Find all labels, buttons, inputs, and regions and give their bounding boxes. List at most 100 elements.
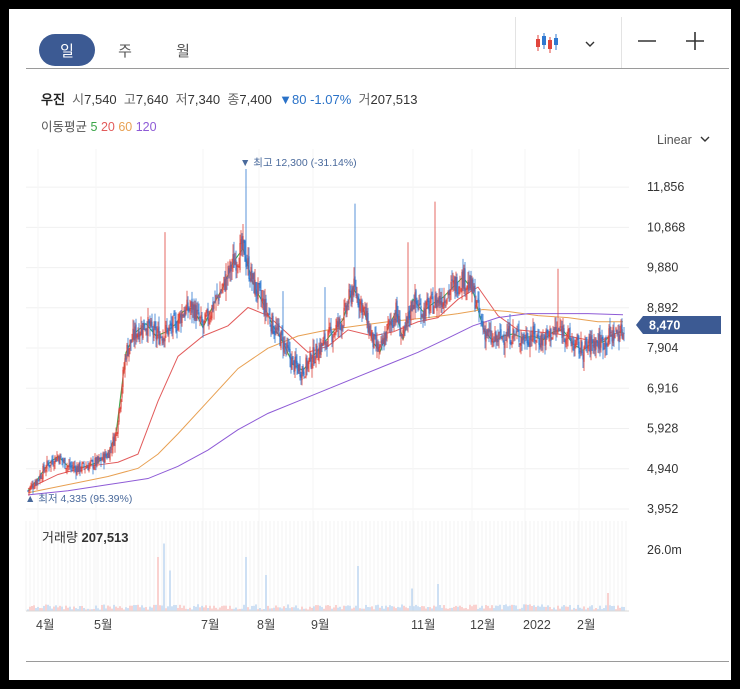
candle-body: [247, 258, 249, 265]
volume-bar: [205, 605, 207, 611]
candle-body: [512, 327, 514, 339]
x-tick-label: 5월: [94, 618, 112, 632]
candle-body: [370, 332, 372, 338]
candle-body: [169, 324, 171, 326]
candle-body: [419, 303, 421, 305]
candle-body: [156, 334, 158, 341]
volume-bar: [543, 606, 545, 611]
candle-body: [35, 481, 37, 485]
tab-day[interactable]: 일: [39, 34, 95, 66]
volume-bar: [469, 604, 471, 611]
candle-body: [52, 460, 54, 465]
candle-body: [396, 300, 398, 317]
candle-body: [420, 305, 422, 320]
candle-body: [255, 282, 257, 294]
candle-body: [173, 312, 175, 316]
x-tick-label: 11월: [411, 618, 435, 632]
candle-body: [109, 447, 111, 460]
price-chart[interactable]: 11,856 10,868 9,880 8,892 7,904 6,916 5,928 4,9…: [9, 9, 731, 680]
candle-body: [452, 280, 454, 283]
volume-bar: [429, 607, 431, 611]
chevron-down-icon[interactable]: [584, 36, 596, 47]
moving-average-legend[interactable]: 이동평균 5 20 60 120: [41, 116, 157, 135]
volume-bar: [393, 606, 395, 611]
candle-body: [236, 264, 238, 267]
volume-bar: [385, 605, 387, 611]
candle-body: [267, 314, 269, 316]
candle-body: [484, 328, 486, 340]
candle-body: [504, 342, 506, 349]
volume-bar: [343, 605, 345, 611]
volume-bar: [125, 607, 127, 611]
candle-body: [348, 289, 350, 304]
volume-bar: [295, 605, 297, 611]
candle-body: [288, 347, 290, 350]
candle-body: [615, 327, 617, 332]
candle-body: [447, 292, 449, 296]
candle-body: [265, 298, 267, 313]
candle-body: [539, 343, 541, 348]
volume-bar: [473, 604, 475, 611]
candle-body: [108, 453, 110, 459]
candle-body: [66, 466, 68, 469]
volume-bar: [227, 608, 229, 611]
candle-body: [57, 456, 59, 459]
tab-month[interactable]: 월: [176, 42, 190, 60]
volume-bar: [213, 605, 215, 611]
volume-bar: [433, 605, 435, 611]
candle-body: [458, 287, 460, 294]
candle-body: [374, 334, 376, 337]
volume-bar: [419, 607, 421, 611]
volume-bar: [69, 606, 71, 611]
volume-bar: [441, 607, 443, 611]
volume-bar: [613, 605, 615, 611]
candle-body: [437, 300, 439, 303]
volume-bar: [57, 607, 59, 611]
volume-bar: [499, 604, 501, 611]
volume-bar: [415, 604, 417, 611]
candle-body: [345, 305, 347, 312]
candle-body: [368, 325, 370, 334]
volume-bar: [45, 604, 47, 611]
volume-bar: [567, 606, 569, 611]
candle-body: [262, 298, 264, 302]
candle-body: [95, 457, 97, 466]
candle-body: [441, 297, 443, 307]
volume-bar: [277, 607, 279, 611]
candle-body: [272, 315, 274, 334]
candle-body: [542, 338, 544, 346]
volume-bar: [221, 606, 223, 611]
volume-bar: [531, 605, 533, 611]
volume-bar: [331, 608, 333, 611]
candlestick-icon[interactable]: [535, 31, 561, 55]
candle-body: [99, 457, 101, 460]
minus-icon[interactable]: [637, 31, 657, 51]
volume-bar: [133, 605, 135, 611]
candle-body: [557, 328, 559, 330]
volume-bar: [135, 605, 137, 611]
volume-bar: [255, 604, 257, 611]
candle-body: [523, 333, 525, 340]
scale-dropdown[interactable]: Linear: [657, 133, 711, 147]
volume-bar: [39, 608, 41, 611]
candle-body: [137, 332, 139, 338]
candle-body: [416, 300, 418, 305]
candle-body: [264, 299, 266, 316]
candle-body: [403, 328, 405, 334]
plus-icon[interactable]: [685, 31, 705, 51]
candle-body: [436, 299, 438, 311]
candle-body: [465, 288, 467, 290]
candle-body: [243, 239, 245, 244]
candle-body: [127, 345, 129, 356]
candle-body: [454, 276, 456, 294]
tab-week[interactable]: 주: [118, 42, 132, 60]
candle-body: [528, 342, 530, 347]
candle-body: [129, 339, 131, 350]
x-tick-label: 8월: [257, 618, 275, 632]
candle-body: [487, 329, 489, 336]
volume-bar: [245, 557, 247, 611]
ma5-label: 5: [90, 120, 98, 134]
candle-body: [432, 296, 434, 314]
volume-bar: [323, 608, 325, 611]
volume-bar: [475, 604, 477, 611]
